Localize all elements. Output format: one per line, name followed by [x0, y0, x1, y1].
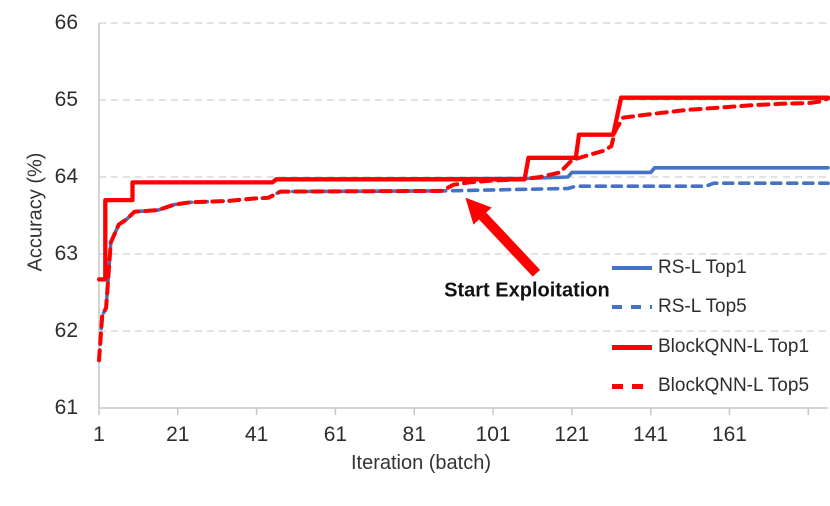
- x-axis-title: Iteration (batch): [350, 452, 492, 474]
- y-tick-label-61: 61: [54, 396, 78, 419]
- series-line-blockqnn-l-top5: [97, 96, 830, 363]
- x-tick-label-81: 81: [402, 423, 426, 446]
- y-tick-label-64: 64: [54, 165, 78, 188]
- x-tick-label-161: 161: [711, 423, 747, 446]
- annotation-arrow-head: [465, 197, 492, 225]
- start-exploitation-annotation: Start Exploitation: [444, 279, 610, 302]
- legend-item-rsl-top1: RS-L Top1: [612, 257, 747, 279]
- x-tick-label-21: 21: [166, 423, 190, 446]
- y-tick-label-62: 62: [54, 319, 78, 342]
- y-axis-title: Accuracy (%): [24, 152, 47, 272]
- legend-label: BlockQNN-L Top1: [658, 336, 810, 357]
- legend-item-rsl-top5: RS-L Top5: [612, 296, 747, 318]
- x-tick-label-141: 141: [633, 423, 669, 446]
- y-tick-label-65: 65: [54, 88, 78, 111]
- legend-line-sample-blue-dashed: [612, 305, 652, 309]
- legend-label: RS-L Top1: [658, 257, 747, 278]
- x-tick-label-121: 121: [554, 423, 590, 446]
- x-tick-label-101: 101: [475, 423, 511, 446]
- y-tick-label-66: 66: [54, 11, 78, 34]
- x-tick-label-61: 61: [323, 423, 348, 446]
- x-tick-label-1: 1: [93, 423, 105, 446]
- x-tick-label-41: 41: [244, 423, 269, 446]
- legend-line-sample-red-solid: [612, 344, 652, 350]
- legend-label: BlockQNN-L Top5: [658, 375, 810, 396]
- legend-item-blockqnn-top5: BlockQNN-L Top5: [612, 375, 809, 397]
- legend-line-sample-blue-solid: [612, 266, 652, 270]
- series-line-blockqnn-l-top1: [96, 95, 830, 282]
- legend-label: RS-L Top5: [658, 296, 747, 317]
- annotation-arrow-shaft: [478, 212, 541, 277]
- y-tick-label-63: 63: [54, 242, 78, 265]
- legend-item-blockqnn-top1: BlockQNN-L Top1: [612, 336, 809, 358]
- legend-line-sample-red-dashed: [612, 383, 652, 389]
